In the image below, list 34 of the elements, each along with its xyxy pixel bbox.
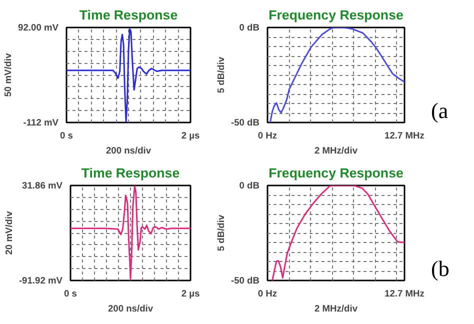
line-series <box>272 186 404 280</box>
chart-title: Time Response <box>79 8 178 22</box>
x-tick-label: 2 µs <box>181 130 200 140</box>
y-tick-label: 31.86 mV <box>22 180 64 190</box>
y-tick-label: 0 dB <box>239 180 260 190</box>
text: (a <box>431 97 448 125</box>
line-series <box>66 28 190 122</box>
y-tick-label: 92.00 mV <box>18 22 60 32</box>
x-tick-label: 12.7 MHz <box>384 288 425 298</box>
y-axis-title: 5 dB/div <box>216 56 226 94</box>
y-axis-title: 5 dB/div <box>216 214 226 252</box>
x-tick-label: 0 Hz <box>258 288 278 298</box>
x-tick-label: 12.7 MHz <box>384 130 425 140</box>
text: (b <box>431 255 450 283</box>
line-series <box>269 28 404 122</box>
y-tick-label: -91.92 mV <box>18 276 64 286</box>
x-tick-label: 2 µs <box>181 288 200 298</box>
y-axis-title: 50 mV/div <box>3 52 14 97</box>
y-axis-title: 20 mV/div <box>4 210 14 255</box>
line-series <box>70 186 190 280</box>
x-tick-label: 0 s <box>60 130 73 140</box>
y-tick-label: -50 dB <box>230 276 260 286</box>
y-tick-label: -112 mV <box>23 118 60 128</box>
x-axis-title: 200 ns/div <box>108 304 154 314</box>
chart-title: Frequency Response <box>268 8 404 22</box>
x-axis-title: 2 MHz/div <box>314 146 358 156</box>
chart-title: Time Response <box>81 166 180 180</box>
y-tick-label: -50 dB <box>230 118 260 128</box>
chart-title: Frequency Response <box>268 166 404 180</box>
x-tick-label: 0 Hz <box>258 130 278 140</box>
x-tick-label: 0 s <box>64 288 77 298</box>
x-axis-title: 200 ns/div <box>106 146 152 156</box>
x-axis-title: 2 MHz/div <box>314 304 358 314</box>
y-tick-label: 0 dB <box>239 22 260 32</box>
